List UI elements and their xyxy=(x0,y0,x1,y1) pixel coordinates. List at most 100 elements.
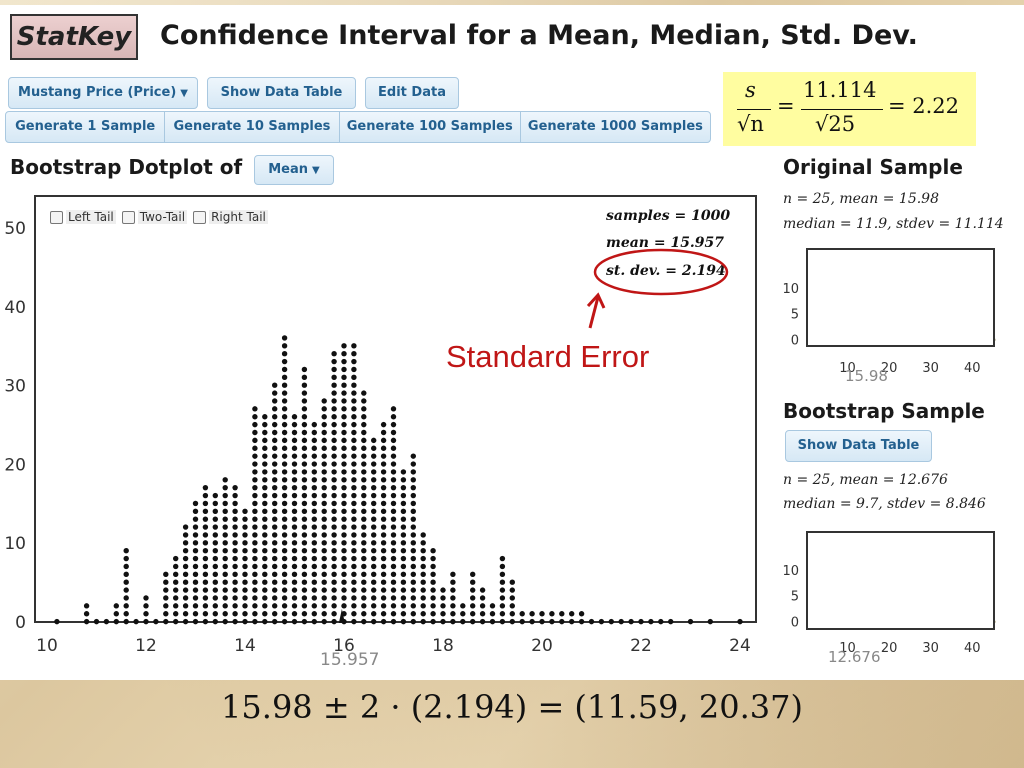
generate-1-sample-button[interactable]: Generate 1 Sample xyxy=(6,112,166,142)
dot xyxy=(311,429,317,436)
two-tail-label: Two-Tail xyxy=(137,210,188,224)
right-tail-option[interactable]: Right Tail xyxy=(193,210,268,224)
dot xyxy=(450,611,456,617)
statkey-logo[interactable]: StatKey xyxy=(10,14,138,60)
dot xyxy=(202,500,209,507)
dotplot-heading: Bootstrap Dotplot of xyxy=(10,155,243,179)
dot xyxy=(281,414,288,420)
dot xyxy=(192,524,199,530)
dot xyxy=(361,579,367,585)
dot xyxy=(380,571,387,578)
dot xyxy=(262,603,268,609)
dot xyxy=(341,343,347,349)
dot xyxy=(351,516,357,522)
dot xyxy=(301,611,308,617)
edit-data-button[interactable]: Edit Data xyxy=(365,77,459,109)
dot xyxy=(559,618,565,625)
dot xyxy=(281,351,288,357)
right-tail-checkbox[interactable] xyxy=(193,210,207,224)
dot xyxy=(252,414,258,420)
dot xyxy=(252,500,258,507)
two-tail-checkbox[interactable] xyxy=(121,210,135,224)
dot xyxy=(272,532,278,538)
dot xyxy=(390,461,397,467)
dot xyxy=(262,595,268,601)
dot xyxy=(509,603,515,609)
dot xyxy=(618,618,624,625)
dot xyxy=(291,414,298,420)
dot xyxy=(113,603,120,609)
dot xyxy=(252,437,258,444)
dot xyxy=(390,492,397,499)
dot xyxy=(371,579,377,585)
dot xyxy=(371,571,377,578)
dot xyxy=(598,618,605,625)
dot xyxy=(361,453,367,459)
dot xyxy=(232,532,238,538)
x-tick-label: 20 xyxy=(881,361,898,376)
dot xyxy=(341,429,347,436)
dot xyxy=(341,453,347,459)
generate-1000-samples-button[interactable]: Generate 1000 Samples xyxy=(527,119,703,134)
bootstrap-show-data-table-button[interactable]: Show Data Table xyxy=(785,430,932,462)
dot xyxy=(262,461,268,467)
right-tail-label: Right Tail xyxy=(209,210,268,224)
dot xyxy=(331,563,337,570)
dot xyxy=(410,611,416,617)
dot xyxy=(331,437,337,444)
x-tick-label: 24 xyxy=(729,636,751,656)
dot xyxy=(232,492,238,499)
y-tick-label: 50 xyxy=(4,219,26,239)
dot xyxy=(341,563,347,570)
dot xyxy=(262,540,268,546)
dot xyxy=(361,532,367,538)
dot xyxy=(331,524,337,530)
dot xyxy=(202,611,209,617)
dot xyxy=(371,587,377,593)
two-tail-option[interactable]: Two-Tail xyxy=(121,210,188,224)
dot xyxy=(272,563,278,570)
dot xyxy=(341,603,347,609)
dot xyxy=(390,406,397,412)
dot xyxy=(331,532,337,538)
dot xyxy=(281,563,288,570)
x-tick-label: 40 xyxy=(964,641,981,656)
dot xyxy=(163,571,169,578)
dot xyxy=(371,477,377,483)
dot xyxy=(470,603,476,609)
dataset-select[interactable]: Mustang Price (Price) ▼ xyxy=(8,77,198,109)
dot xyxy=(252,563,258,570)
dot xyxy=(321,406,327,412)
dot xyxy=(262,548,268,554)
dot xyxy=(400,477,407,483)
dot xyxy=(687,618,694,625)
dot xyxy=(252,469,258,475)
dot xyxy=(361,618,367,625)
dot xyxy=(301,414,308,420)
generate-10-samples-button[interactable]: Generate 10 Samples xyxy=(165,112,340,142)
dot xyxy=(380,461,387,467)
dot xyxy=(222,540,228,546)
dot xyxy=(351,343,357,349)
dot xyxy=(737,618,743,625)
dot xyxy=(321,445,327,451)
dot xyxy=(311,563,317,570)
generate-100-samples-button[interactable]: Generate 100 Samples xyxy=(340,112,521,142)
dot xyxy=(341,398,347,404)
dot xyxy=(371,563,377,570)
dot xyxy=(371,437,377,444)
dot xyxy=(311,445,317,451)
dot xyxy=(143,611,149,617)
left-tail-option[interactable]: Left Tail xyxy=(50,210,116,224)
dot xyxy=(281,390,288,396)
left-tail-checkbox[interactable] xyxy=(50,210,63,224)
dot xyxy=(331,571,337,578)
show-data-table-button[interactable]: Show Data Table xyxy=(207,77,356,109)
dataset-select-label: Mustang Price (Price) xyxy=(18,85,177,100)
statistic-select[interactable]: Mean ▼ xyxy=(254,155,334,185)
dot xyxy=(470,611,476,617)
dot xyxy=(272,555,278,562)
dot xyxy=(638,618,644,625)
dot xyxy=(252,484,258,491)
